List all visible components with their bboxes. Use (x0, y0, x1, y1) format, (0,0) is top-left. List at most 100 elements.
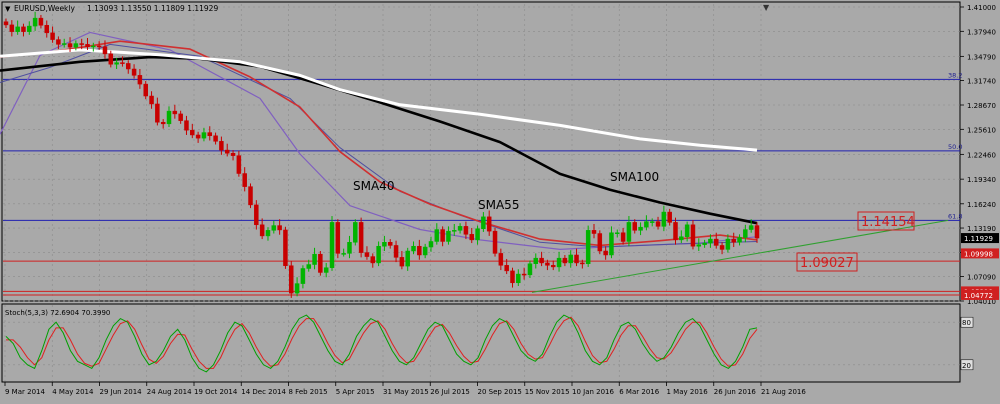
candle-bull (626, 222, 632, 242)
candle-bull (32, 17, 38, 27)
candle-bear (289, 265, 294, 294)
time-tick-label: 20 Sep 2015 (478, 388, 522, 396)
candle-bear (254, 204, 259, 226)
candle-bull (382, 242, 387, 247)
candle-bull (661, 211, 667, 227)
candle-bear (137, 75, 143, 85)
scroll-marker-icon[interactable]: ▼ (763, 3, 770, 12)
candle-bear (108, 53, 114, 65)
candle-bull (329, 222, 335, 268)
candle-bull (452, 230, 457, 232)
candle-bear (469, 234, 474, 241)
candle-bull (457, 226, 463, 231)
candle-bull (708, 238, 713, 244)
time-tick-label: 15 Nov 2015 (525, 388, 570, 396)
current-price-tag (961, 233, 999, 244)
sma-line-sma200 (0, 55, 758, 225)
candle-bear (667, 211, 672, 223)
header-ohlc: 1.13093 1.13550 1.11809 1.11929 (87, 4, 218, 13)
candle-bear (102, 46, 108, 55)
candle-bear (38, 17, 44, 26)
candle-bull (61, 43, 67, 45)
candle-bull (353, 222, 358, 243)
stochastic-panel: Stoch(5,3,3) 72.6904 70.3990 80 20 (3, 309, 974, 373)
candle-bear (219, 141, 224, 151)
time-tick-label: 9 Mar 2014 (5, 388, 45, 396)
candle-bull (376, 245, 381, 264)
candle-bull (27, 25, 32, 32)
candle-bull (743, 229, 748, 238)
candle-bear (126, 63, 131, 70)
candle-bear (21, 26, 26, 32)
candle-bull (300, 268, 306, 284)
time-tick-label: 10 Jan 2016 (572, 388, 615, 396)
candle-bull (114, 62, 119, 65)
candle-bull (422, 246, 428, 256)
fib-level-label: 50.0 (948, 143, 962, 151)
candle-bull (533, 257, 539, 264)
fib-level-label: 38.2 (948, 71, 962, 79)
candle-bull (684, 224, 690, 237)
trendline-group[interactable] (531, 219, 949, 293)
header-dropdown-icon[interactable]: ▼ (5, 5, 11, 13)
candle-bear (56, 39, 61, 45)
candle-bull (516, 273, 521, 284)
time-tick-label: 24 Aug 2014 (147, 388, 192, 396)
candle-bear (655, 221, 661, 227)
candle-bear (155, 103, 160, 123)
candles (3, 11, 760, 298)
stoch-level-label: 20 (962, 362, 971, 370)
candle-bear (539, 257, 544, 264)
level-price-tag (961, 289, 999, 300)
candle-bear (754, 225, 760, 239)
candle-bull (306, 264, 311, 269)
candle-bear (597, 233, 603, 252)
candle-bear (504, 265, 509, 272)
candle-bear (719, 245, 725, 250)
candle-bear (521, 273, 527, 276)
candle-bear (673, 222, 678, 241)
current-price-label: 1.11929 (964, 235, 993, 243)
candle-bull (312, 253, 317, 265)
stoch-main-line (5, 314, 758, 373)
level-price-tag (961, 248, 999, 259)
candle-bear (120, 62, 125, 64)
candle-bear (399, 257, 405, 267)
annotation-sma40: SMA40 (353, 179, 394, 193)
candle-bear (690, 224, 696, 247)
stoch-level-tag (960, 359, 974, 371)
candle-bear (492, 230, 498, 254)
candle-bear (96, 45, 102, 48)
candle-bull (347, 242, 352, 254)
candle-bull (585, 230, 591, 264)
level-price-label: 1.09998 (964, 250, 993, 258)
rising-trendline[interactable] (531, 219, 949, 293)
candle-bull (737, 237, 742, 243)
candle-bull (15, 26, 20, 32)
time-tick-label: 14 Dec 2014 (241, 388, 286, 396)
candle-bear (224, 149, 230, 154)
candle-bull (405, 250, 410, 267)
sma-line-sma400 (0, 48, 758, 152)
time-tick-label: 8 Feb 2015 (289, 388, 328, 396)
price-tick-label: 1.22460 (967, 151, 996, 159)
candle-bear (486, 216, 492, 232)
price-tick-label: 1.13190 (967, 225, 996, 233)
candle-bull (679, 236, 684, 241)
stoch-level-label: 80 (962, 319, 971, 327)
time-tick-label: 19 Oct 2014 (194, 388, 238, 396)
candle-bull (556, 257, 562, 268)
candle-bear (44, 25, 50, 34)
candle-bear (393, 245, 399, 258)
candle-bear (259, 224, 265, 237)
candle-bear (318, 253, 323, 273)
candle-bull (649, 221, 655, 223)
candle-bull (323, 267, 329, 273)
candle-bull (294, 283, 300, 294)
time-tick-label: 6 Mar 2016 (619, 388, 659, 396)
fib-level-label: 61.8 (948, 212, 962, 220)
candle-bull (725, 238, 731, 250)
candle-bear (131, 68, 137, 76)
candle-bull (411, 245, 416, 252)
